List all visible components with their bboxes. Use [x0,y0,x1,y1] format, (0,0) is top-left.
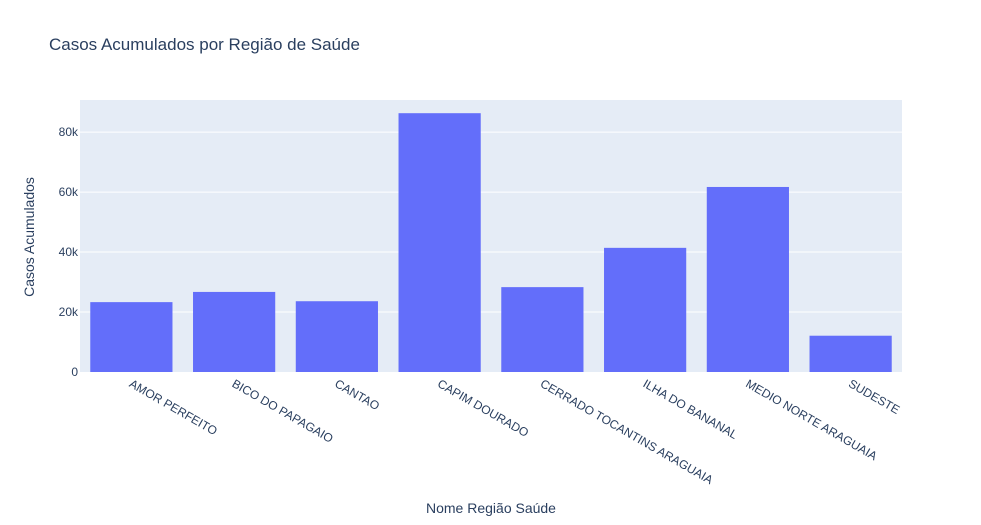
bar [809,335,892,372]
y-tick-label: 40k [59,245,79,259]
x-tick-label: ILHA DO BANANAL [641,376,741,442]
y-axis-title: Casos Acumulados [21,177,37,297]
x-tick-label: SUDESTE [846,376,902,416]
bar [295,301,378,372]
chart-title: Casos Acumulados por Região de Saúde [49,35,360,54]
y-axis-ticks: 0 20k 40k 60k 80k [59,125,79,379]
bar [706,186,789,372]
bar [501,287,584,372]
bar [604,247,687,372]
x-tick-label: CERRADO TOCANTINS ARAGUAIA [538,376,716,487]
bar [398,113,481,372]
x-tick-label: CAPIM DOURADO [435,376,531,439]
x-tick-label: BICO DO PAPAGAIO [230,376,336,445]
bars [90,113,892,372]
y-tick-label: 0 [71,365,78,379]
x-tick-label: CANTAO [332,376,382,413]
x-tick-label: AMOR PERFEITO [127,376,220,438]
y-tick-label: 80k [59,125,79,139]
y-tick-label: 60k [59,185,79,199]
x-axis-title: Nome Região Saúde [426,500,556,516]
bar [90,302,173,372]
y-tick-label: 20k [59,305,79,319]
bar [193,291,276,372]
